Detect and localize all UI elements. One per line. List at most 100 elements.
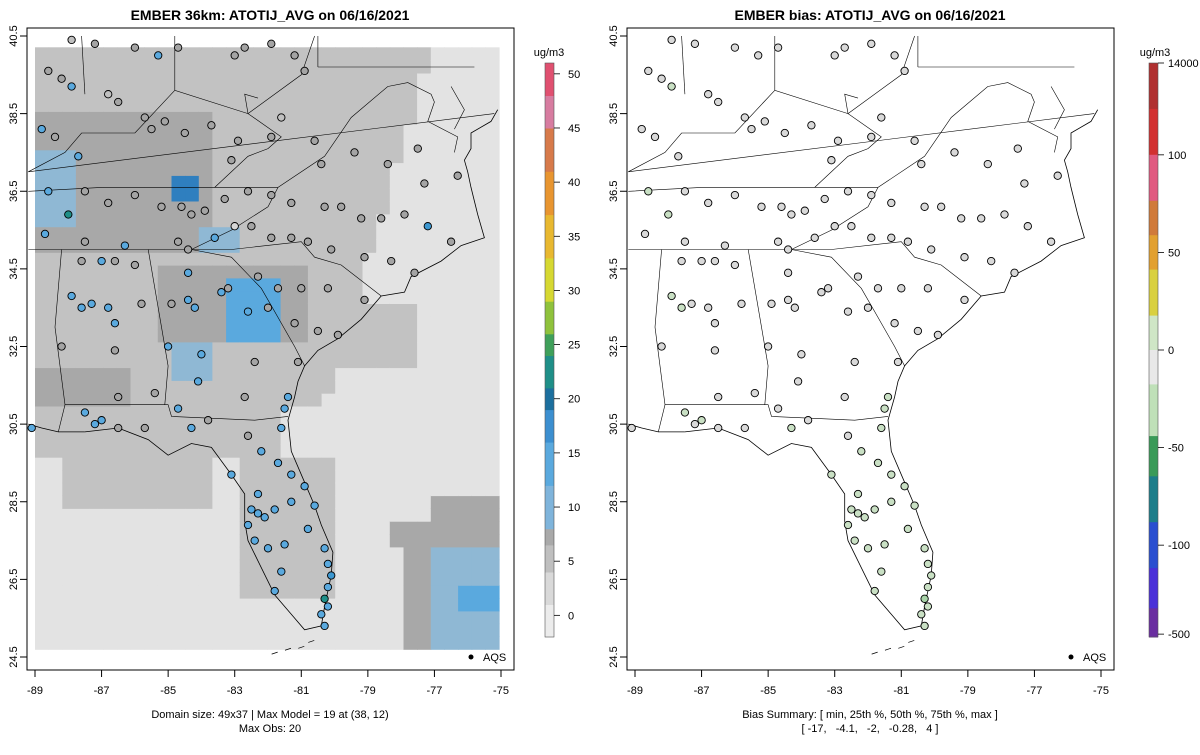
grid-cell — [198, 585, 213, 599]
grid-cell — [75, 380, 91, 394]
aqs-site-marker — [250, 536, 259, 545]
grid-cell — [226, 559, 241, 573]
aqs-site-marker — [57, 342, 66, 351]
grid-cell — [348, 444, 364, 458]
grid-cell — [335, 431, 350, 445]
grid-cell — [485, 521, 500, 535]
aqs-site-marker — [900, 482, 909, 491]
aqs-site-marker — [357, 214, 366, 223]
grid-cell — [157, 405, 172, 420]
grid-cell — [226, 175, 241, 189]
grid-cell — [48, 201, 63, 215]
grid-cell — [307, 47, 323, 61]
grid-cell — [348, 495, 364, 509]
grid-cell — [362, 469, 377, 484]
grid-cell — [253, 226, 268, 240]
grid-cell — [362, 367, 377, 381]
colorbar-segment — [545, 257, 554, 302]
x-axis: -89 -87 -85 -83 -81 -79 -77 -75 — [27, 670, 509, 697]
grid-cell — [130, 60, 145, 74]
grid-cell — [212, 585, 227, 599]
grid-cell — [253, 188, 268, 202]
grid-cell — [89, 354, 104, 369]
grid-cell — [389, 136, 404, 151]
grid-cell — [335, 72, 350, 87]
grid-cell — [226, 585, 241, 599]
grid-cell — [253, 111, 268, 125]
grid-cell — [253, 329, 268, 343]
grid-cell — [253, 213, 268, 228]
grid-cell — [253, 367, 268, 381]
grid-cell — [335, 175, 350, 189]
grid-cell — [116, 623, 132, 637]
grid-cell — [144, 136, 159, 151]
aqs-legend-label: AQS — [483, 652, 506, 664]
grid-cell — [48, 136, 63, 151]
grid-cell — [267, 367, 282, 381]
grid-cell — [376, 329, 391, 343]
grid-cell — [471, 585, 486, 599]
aqs-site-marker — [763, 342, 773, 351]
grid-cell — [212, 521, 227, 535]
grid-cell — [171, 188, 186, 202]
aqs-site-marker — [714, 392, 723, 402]
grid-cell — [185, 546, 200, 561]
grid-cell — [389, 559, 404, 573]
grid-cell — [116, 431, 132, 445]
grid-cell — [362, 610, 377, 625]
grid-cell — [294, 585, 309, 599]
colorbar-tick-label: 20 — [568, 394, 580, 406]
aqs-site-marker — [903, 524, 913, 534]
grid-cell — [348, 201, 364, 215]
grid-cell — [389, 47, 404, 61]
grid-cell — [75, 341, 91, 356]
colorbar-segment — [1149, 384, 1158, 437]
grid-cell — [48, 47, 63, 61]
grid-cell — [157, 149, 172, 164]
grid-cell — [48, 111, 63, 125]
colorbar-segment — [1149, 108, 1158, 156]
grid-cell — [307, 201, 323, 215]
grid-cell — [130, 469, 145, 484]
aqs-site-marker — [243, 307, 253, 316]
grid-cell — [280, 636, 295, 650]
grid-cell — [280, 367, 295, 381]
grid-cell — [157, 124, 172, 138]
grid-cell — [376, 188, 391, 202]
aqs-site-marker — [317, 610, 326, 619]
grid-cell — [198, 623, 213, 637]
grid-cell — [458, 444, 473, 458]
grid-cell — [458, 72, 473, 87]
grid-cell — [144, 559, 159, 573]
bias-summary-values: [ -17, -4.1, -2, -0.28, 4 ] — [802, 723, 939, 735]
grid-cell — [485, 316, 500, 330]
grid-cell — [417, 636, 432, 650]
grid-cell — [294, 610, 309, 625]
aqs-site-marker — [720, 241, 730, 250]
grid-cell — [321, 290, 336, 304]
grid-cell — [35, 636, 50, 650]
grid-cell — [157, 162, 172, 176]
grid-cell — [198, 367, 213, 381]
grid-cell — [116, 329, 132, 343]
grid-cell — [348, 482, 364, 497]
grid-cell — [253, 162, 268, 176]
grid-cell — [267, 72, 282, 87]
grid-cell — [185, 457, 200, 471]
grid-cell — [335, 162, 350, 176]
grid-cell — [75, 72, 91, 87]
aqs-site-marker — [310, 501, 319, 510]
colorbar-segment — [1149, 200, 1158, 236]
grid-cell — [294, 329, 309, 343]
grid-cell — [403, 239, 418, 253]
grid-cell — [417, 252, 432, 266]
grid-cell — [198, 60, 213, 74]
grid-cell — [130, 393, 145, 407]
grid-cell — [403, 444, 418, 458]
colorbar-tick-label: 35 — [568, 231, 580, 243]
grid-cell — [403, 431, 418, 445]
grid-cell — [280, 482, 295, 497]
grid-cell — [185, 226, 200, 240]
grid-cell — [35, 469, 50, 484]
